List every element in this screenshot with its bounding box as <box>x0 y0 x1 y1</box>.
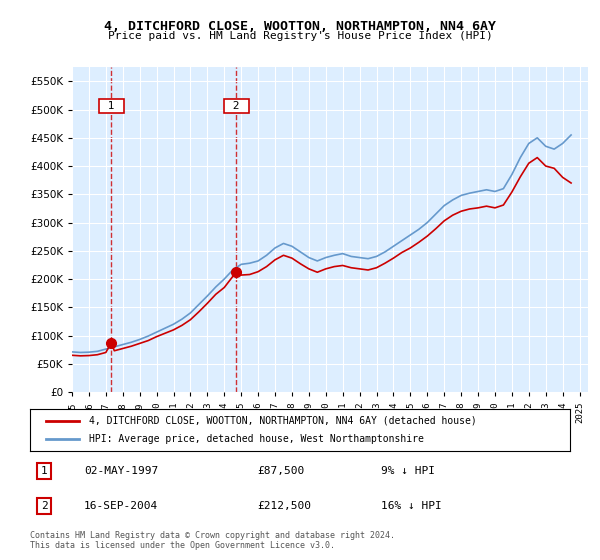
Text: 4, DITCHFORD CLOSE, WOOTTON, NORTHAMPTON, NN4 6AY: 4, DITCHFORD CLOSE, WOOTTON, NORTHAMPTON… <box>104 20 496 32</box>
Text: £87,500: £87,500 <box>257 466 304 476</box>
Text: HPI: Average price, detached house, West Northamptonshire: HPI: Average price, detached house, West… <box>89 434 424 444</box>
Text: 9% ↓ HPI: 9% ↓ HPI <box>381 466 435 476</box>
Text: 2: 2 <box>226 101 247 111</box>
Text: 02-MAY-1997: 02-MAY-1997 <box>84 466 158 476</box>
Text: 16% ↓ HPI: 16% ↓ HPI <box>381 501 442 511</box>
Text: 4, DITCHFORD CLOSE, WOOTTON, NORTHAMPTON, NN4 6AY (detached house): 4, DITCHFORD CLOSE, WOOTTON, NORTHAMPTON… <box>89 416 477 426</box>
Text: £212,500: £212,500 <box>257 501 311 511</box>
Text: 1: 1 <box>101 101 122 111</box>
Text: 16-SEP-2004: 16-SEP-2004 <box>84 501 158 511</box>
Text: 1: 1 <box>41 466 47 476</box>
Text: 2: 2 <box>41 501 47 511</box>
Text: Contains HM Land Registry data © Crown copyright and database right 2024.
This d: Contains HM Land Registry data © Crown c… <box>30 531 395 550</box>
Text: Price paid vs. HM Land Registry's House Price Index (HPI): Price paid vs. HM Land Registry's House … <box>107 31 493 41</box>
